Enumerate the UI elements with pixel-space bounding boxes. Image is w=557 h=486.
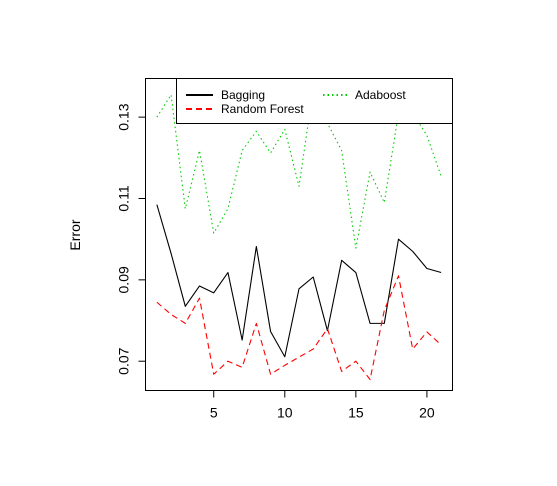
x-axis: 5 10 15 20	[210, 390, 435, 421]
y-tick-label: 0.11	[116, 185, 132, 211]
y-axis-title: Error	[67, 219, 83, 250]
y-tick-label: 0.07	[116, 347, 132, 374]
y-tick-label: 0.09	[116, 266, 132, 293]
plot-box	[145, 78, 453, 391]
x-tick-label: 20	[419, 405, 435, 421]
series-line-bagging	[156, 204, 442, 358]
legend-label: Adaboost	[355, 88, 406, 102]
legend-label: Random Forest	[221, 102, 304, 116]
legend-box	[176, 78, 453, 124]
series-line-random-forest	[156, 275, 442, 381]
series-layer	[156, 88, 442, 381]
legend-label: Bagging	[221, 88, 265, 102]
y-tick-label: 0.13	[116, 103, 132, 130]
x-tick-label: 15	[348, 405, 364, 421]
series-line-adaboost	[156, 88, 442, 249]
x-tick-label: 5	[210, 405, 218, 421]
x-tick-label: 10	[277, 405, 293, 421]
y-axis: 0.07 0.09 0.11 0.13	[116, 103, 146, 375]
